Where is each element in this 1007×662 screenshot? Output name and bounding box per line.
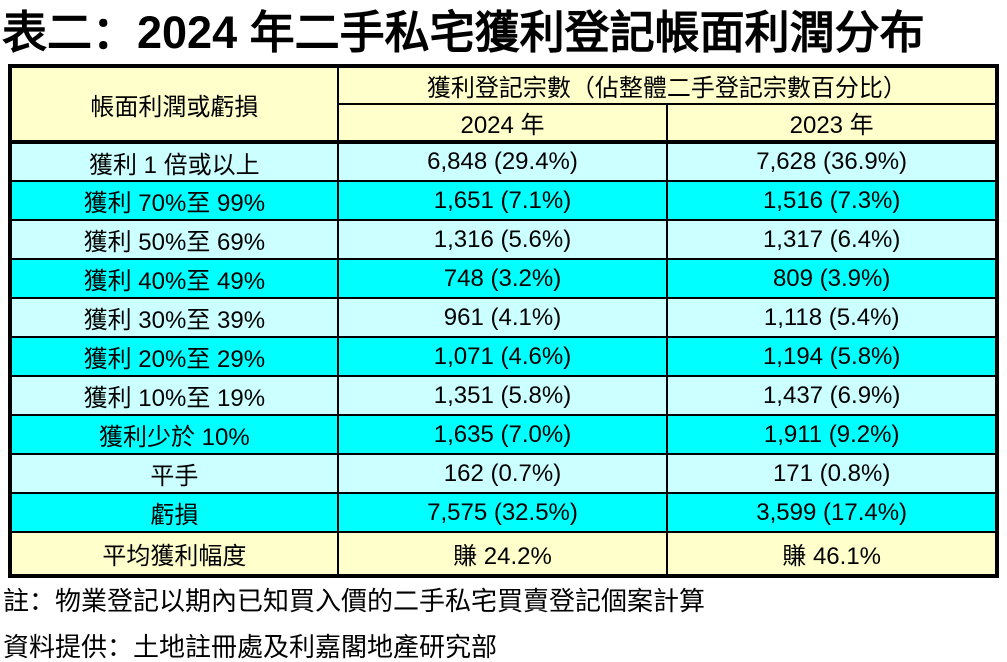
row-label: 獲利 20%至 29% (9, 336, 339, 377)
header-years-row: 2024 年 2023 年 (10, 103, 998, 144)
column-header-2024: 2024 年 (336, 103, 669, 144)
value-2023: 1,317 (6.4%) (666, 219, 998, 260)
value-2024: 1,351 (5.8%) (336, 375, 669, 416)
footnotes: 註：物業登記以期內已知買入價的二手私宅買賣登記個案計算 資料提供：土地註冊處及利… (3, 588, 1007, 660)
value-2023: 7,628 (36.9%) (666, 141, 998, 182)
row-label: 獲利 1 倍或以上 (9, 141, 339, 182)
header-group-row: 帳面利潤或虧損 獲利登記宗數（佔整體二手登記宗數百分比） (9, 65, 999, 144)
footnote-data-source: 資料提供：土地註冊處及利嘉閣地產研究部 (3, 632, 498, 662)
summary-value-2023: 賺 46.1% (666, 531, 998, 577)
summary-row: 平均獲利幅度 賺 24.2% 賺 46.1% (9, 531, 998, 577)
row-label: 虧損 (9, 492, 339, 533)
value-2024: 1,071 (4.6%) (336, 336, 669, 377)
page-title: 表二：2024 年二手私宅獲利登記帳面利潤分布 (2, 7, 925, 58)
table-body: 獲利 1 倍或以上 6,848 (29.4%) 7,628 (36.9%) 獲利 70… (9, 141, 998, 533)
footnote-calculation-basis: 註：物業登記以期內已知買入價的二手私宅買賣登記個案計算 (3, 586, 706, 616)
row-label: 獲利 40%至 49% (9, 258, 339, 299)
table-header: 帳面利潤或虧損 獲利登記宗數（佔整體二手登記宗數百分比） 2024 年 2023… (9, 65, 999, 144)
row-label: 獲利少於 10% (9, 414, 339, 455)
row-label: 獲利 70%至 99% (9, 180, 339, 221)
value-2023: 171 (0.8%) (666, 453, 998, 494)
value-2023: 1,437 (6.9%) (666, 375, 998, 416)
value-2023: 1,516 (7.3%) (666, 180, 998, 221)
row-label: 獲利 10%至 19% (9, 375, 339, 416)
value-2024: 748 (3.2%) (336, 258, 669, 299)
value-2024: 6,848 (29.4%) (336, 141, 669, 182)
table-row: 獲利 40%至 49% 748 (3.2%) 809 (3.9%) (9, 258, 998, 299)
column-header-profit-or-loss: 帳面利潤或虧損 (9, 65, 339, 144)
value-2023: 1,911 (9.2%) (666, 414, 998, 455)
table-row: 獲利 30%至 39% 961 (4.1%) 1,118 (5.4%) (9, 297, 998, 338)
value-2024: 961 (4.1%) (336, 297, 669, 338)
value-2023: 1,194 (5.8%) (666, 336, 998, 377)
table-row: 獲利 70%至 99% 1,651 (7.1%) 1,516 (7.3%) (9, 180, 998, 221)
value-2024: 7,575 (32.5%) (336, 492, 669, 533)
value-2024: 162 (0.7%) (336, 453, 669, 494)
value-2024: 1,316 (5.6%) (336, 219, 669, 260)
value-2023: 3,599 (17.4%) (666, 492, 998, 533)
value-2024: 1,651 (7.1%) (336, 180, 669, 221)
summary-row-label: 平均獲利幅度 (9, 531, 339, 577)
row-label: 獲利 30%至 39% (9, 297, 339, 338)
profit-distribution-table: 帳面利潤或虧損 獲利登記宗數（佔整體二手登記宗數百分比） 2024 年 2023… (8, 64, 999, 578)
table-row: 獲利 50%至 69% 1,316 (5.6%) 1,317 (6.4%) (9, 219, 998, 260)
row-label: 獲利 50%至 69% (9, 219, 339, 260)
row-label: 平手 (9, 453, 339, 494)
table-footer: 平均獲利幅度 賺 24.2% 賺 46.1% (9, 531, 998, 577)
table-row: 獲利 1 倍或以上 6,848 (29.4%) 7,628 (36.9%) (9, 141, 998, 182)
value-2023: 809 (3.9%) (666, 258, 998, 299)
table-row: 獲利少於 10% 1,635 (7.0%) 1,911 (9.2%) (9, 414, 998, 455)
column-header-registrations-group: 獲利登記宗數（佔整體二手登記宗數百分比） (336, 65, 999, 105)
table-row: 獲利 20%至 29% 1,071 (4.6%) 1,194 (5.8%) (9, 336, 998, 377)
table-row: 虧損 7,575 (32.5%) 3,599 (17.4%) (9, 492, 998, 533)
summary-value-2024: 賺 24.2% (336, 531, 669, 577)
column-header-2023: 2023 年 (666, 103, 998, 144)
value-2023: 1,118 (5.4%) (666, 297, 998, 338)
value-2024: 1,635 (7.0%) (336, 414, 669, 455)
table-row: 平手 162 (0.7%) 171 (0.8%) (9, 453, 998, 494)
table-row: 獲利 10%至 19% 1,351 (5.8%) 1,437 (6.9%) (9, 375, 998, 416)
